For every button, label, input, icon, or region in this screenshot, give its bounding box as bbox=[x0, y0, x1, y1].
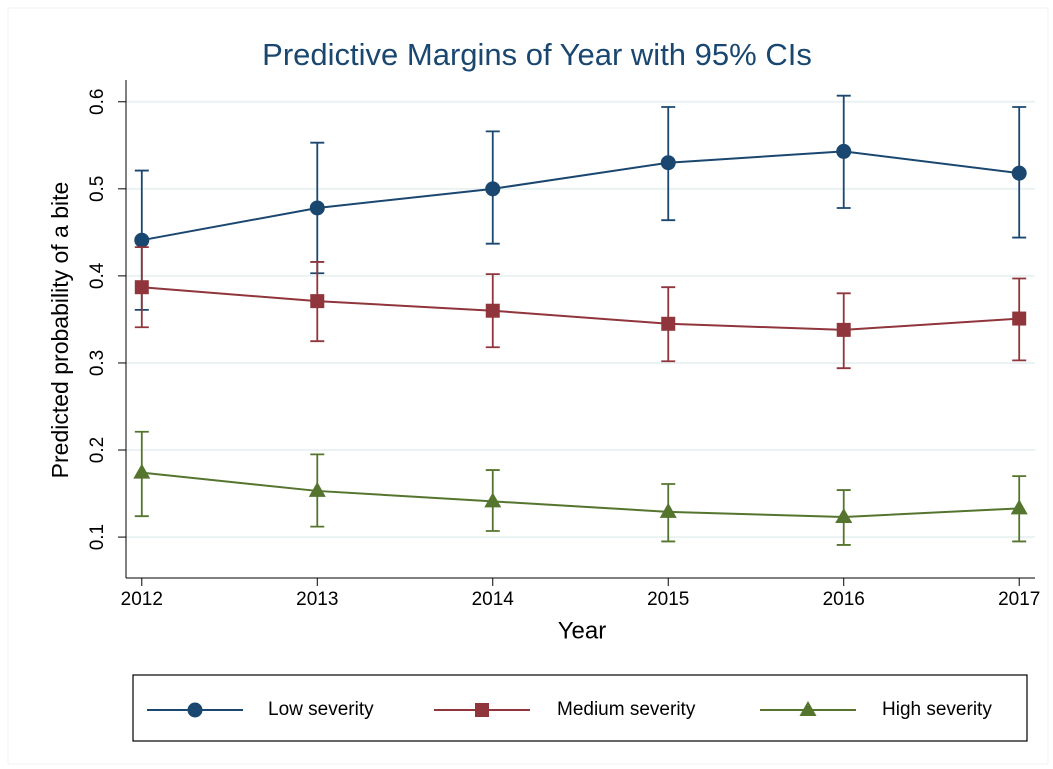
data-point bbox=[661, 316, 676, 331]
data-point bbox=[134, 280, 149, 295]
data-point bbox=[1010, 499, 1028, 515]
data-point bbox=[836, 143, 852, 159]
series-line bbox=[141, 150, 1020, 242]
chart-title: Predictive Margins of Year with 95% CIs bbox=[262, 37, 812, 72]
data-point bbox=[485, 181, 501, 197]
y-tick-label: 0.1 bbox=[87, 524, 108, 550]
x-tick-label: 2015 bbox=[647, 589, 689, 610]
x-tick-label: 2014 bbox=[472, 589, 515, 610]
data-point bbox=[134, 232, 150, 248]
data-point bbox=[310, 294, 325, 309]
legend-label: High severity bbox=[882, 699, 992, 720]
legend-marker bbox=[799, 701, 817, 716]
y-tick-label: 0.2 bbox=[87, 437, 108, 463]
legend-label: Low severity bbox=[268, 699, 374, 720]
x-tick-label: 2017 bbox=[998, 589, 1040, 610]
legend-box bbox=[132, 674, 1028, 742]
y-axis-label: Predicted probability of a bite bbox=[47, 182, 73, 479]
x-axis-label: Year bbox=[558, 617, 607, 644]
legend-marker bbox=[187, 702, 203, 718]
data-point bbox=[1011, 165, 1027, 181]
background bbox=[7, 7, 1049, 765]
series-line bbox=[141, 286, 1020, 331]
data-point bbox=[308, 481, 326, 497]
data-point bbox=[835, 508, 853, 524]
data-point bbox=[659, 502, 677, 518]
legend-label: Medium severity bbox=[557, 699, 696, 720]
legend-marker bbox=[475, 703, 489, 717]
y-tick-label: 0.5 bbox=[87, 176, 108, 202]
x-tick-label: 2013 bbox=[296, 589, 338, 610]
data-point bbox=[133, 463, 151, 479]
y-tick-label: 0.6 bbox=[87, 89, 108, 115]
data-point bbox=[484, 492, 502, 508]
x-tick-label: 2012 bbox=[121, 589, 163, 610]
data-point bbox=[485, 303, 500, 318]
data-point bbox=[660, 155, 676, 171]
series-line bbox=[141, 471, 1020, 519]
x-tick-label: 2016 bbox=[823, 589, 865, 610]
data-point bbox=[1012, 311, 1027, 326]
y-tick-label: 0.4 bbox=[87, 262, 108, 289]
y-tick-label: 0.3 bbox=[87, 350, 108, 376]
data-point bbox=[309, 200, 325, 216]
data-point bbox=[836, 322, 851, 337]
